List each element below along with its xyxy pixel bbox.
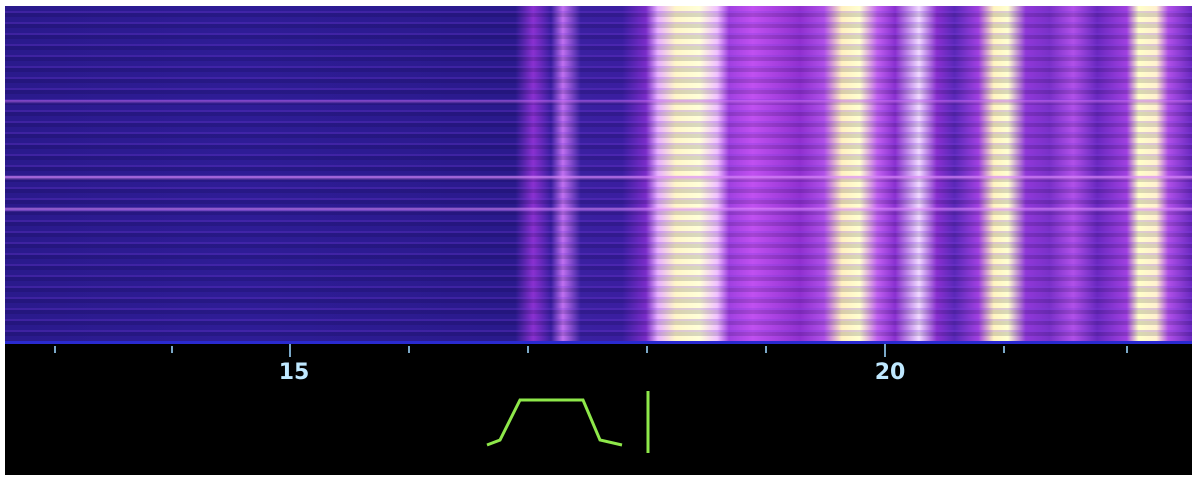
waterfall-display: 15 20 [5, 6, 1192, 475]
frequency-scale: 15 20 [5, 341, 1192, 453]
scale-label: 20 [875, 360, 906, 385]
waterfall [5, 6, 1192, 341]
scale-edge [5, 341, 1192, 344]
scale-ticks [54, 344, 1128, 357]
filter-passband [486, 398, 623, 447]
scale-label: 15 [279, 360, 310, 385]
